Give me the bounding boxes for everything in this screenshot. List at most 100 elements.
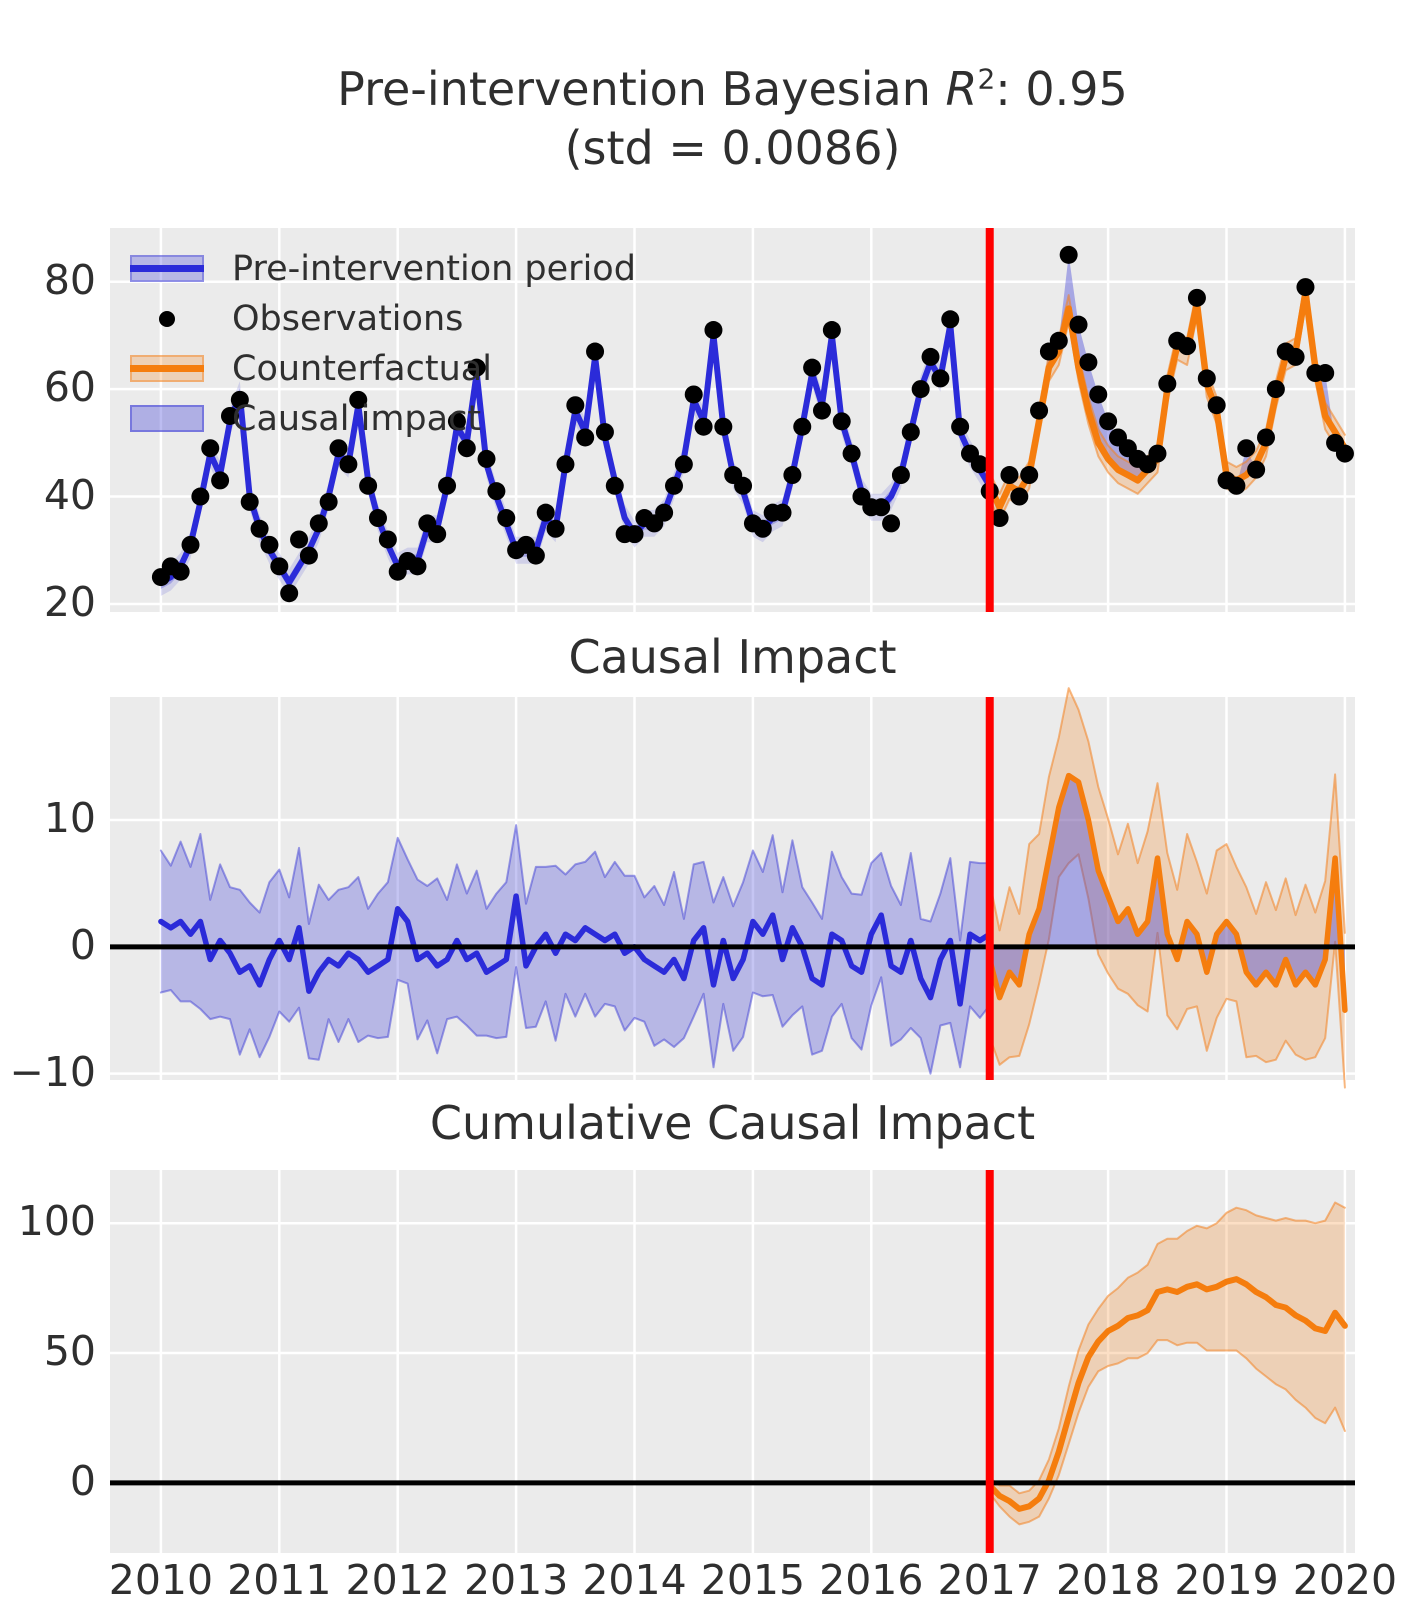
causal-impact-panel-title: Causal Impact bbox=[568, 630, 897, 684]
observation-dot bbox=[1148, 444, 1167, 463]
observation-dot bbox=[812, 401, 831, 420]
y-tick-label: 80 bbox=[43, 255, 96, 304]
observation-dot bbox=[299, 546, 318, 565]
cumulative-causal-impact-panel-title: Cumulative Causal Impact bbox=[429, 1096, 1036, 1150]
figure-title-r-symbol: R bbox=[945, 62, 978, 116]
x-tick-label: 2019 bbox=[1174, 1556, 1279, 1604]
x-tick-label: 2015 bbox=[700, 1556, 806, 1604]
observation-dot bbox=[1030, 401, 1049, 420]
observation-dot bbox=[990, 509, 1009, 528]
y-tick-label: 0 bbox=[69, 920, 96, 969]
observation-dot bbox=[467, 358, 486, 377]
observation-dot bbox=[734, 476, 753, 495]
observation-dot bbox=[250, 519, 269, 538]
observation-dot bbox=[457, 439, 476, 458]
legend-label: Observations bbox=[232, 298, 464, 339]
observation-dot bbox=[1079, 353, 1098, 372]
impact-hdi-edge-pre bbox=[159, 966, 991, 1075]
observation-dot bbox=[793, 417, 812, 436]
cumulative-hdi-band bbox=[989, 1202, 1345, 1525]
blue-fill-swatch-icon bbox=[130, 405, 204, 432]
observation-dot bbox=[625, 525, 644, 544]
observation-dot bbox=[901, 423, 920, 442]
legend-item-observations: Observations bbox=[130, 298, 636, 339]
observation-dot bbox=[605, 476, 624, 495]
observation-dot bbox=[1335, 444, 1354, 463]
causal-impact-zero-fill bbox=[989, 775, 1345, 1011]
impact-hdi-edge-post bbox=[988, 687, 1346, 934]
y-tick-label: 10 bbox=[43, 794, 96, 843]
observation-dot bbox=[664, 476, 683, 495]
observation-dot bbox=[220, 406, 239, 425]
observation-dot bbox=[497, 509, 516, 528]
observation-dot bbox=[773, 503, 792, 522]
blue-band-line-swatch-icon bbox=[130, 255, 204, 282]
observation-dot bbox=[1207, 396, 1226, 415]
observation-dot bbox=[1059, 245, 1078, 264]
x-tick-label: 2017 bbox=[937, 1556, 1042, 1604]
observation-dot bbox=[329, 439, 348, 458]
x-tick-label: 2014 bbox=[582, 1556, 687, 1604]
observation-dot bbox=[309, 514, 328, 533]
legend-label: Counterfactual bbox=[232, 348, 492, 389]
observation-dot bbox=[1187, 288, 1206, 307]
observation-dot bbox=[546, 519, 565, 538]
observation-dot bbox=[290, 530, 309, 549]
observation-dot bbox=[171, 562, 190, 581]
cumulative-mean-line bbox=[986, 1276, 1348, 1512]
observation-dot bbox=[1316, 364, 1335, 383]
observation-dot bbox=[941, 310, 960, 329]
y-tick-label: 60 bbox=[43, 363, 96, 412]
observation-dot bbox=[477, 449, 496, 468]
observation-dot bbox=[526, 546, 545, 565]
observation-dot bbox=[1049, 331, 1068, 350]
observation-dot bbox=[803, 358, 822, 377]
observation-dot bbox=[1237, 439, 1256, 458]
observation-dot bbox=[714, 417, 733, 436]
plot-background bbox=[110, 1170, 1355, 1553]
observation-dot bbox=[319, 492, 338, 511]
observation-dot bbox=[586, 342, 605, 361]
observation-dot bbox=[931, 369, 950, 388]
observation-dot bbox=[822, 321, 841, 340]
observation-dot bbox=[438, 476, 457, 495]
observation-dot bbox=[1089, 385, 1108, 404]
observation-dot bbox=[951, 417, 970, 436]
observation-dot bbox=[211, 471, 230, 490]
figure-subtitle: (std = 0.0086) bbox=[564, 121, 901, 175]
impact-line-pre bbox=[158, 893, 993, 1007]
observation-dot bbox=[1158, 374, 1177, 393]
legend-item-counterfactual: Counterfactual bbox=[130, 348, 636, 389]
observation-dot bbox=[891, 466, 910, 485]
legend-label: Pre-intervention period bbox=[232, 248, 636, 289]
x-tick-label: 2020 bbox=[1292, 1556, 1398, 1604]
observation-dot bbox=[1099, 412, 1118, 431]
legend-item-causal-impact: Causal impact bbox=[130, 399, 636, 439]
observation-dot bbox=[694, 417, 713, 436]
observation-dot bbox=[359, 476, 378, 495]
y-tick-label: 40 bbox=[43, 470, 96, 519]
pre-intervention-outer-band bbox=[160, 311, 990, 596]
observation-dot bbox=[536, 503, 555, 522]
y-tick-label: 50 bbox=[43, 1327, 96, 1376]
observation-dot bbox=[556, 455, 575, 474]
observation-dot bbox=[674, 455, 693, 474]
observation-dot bbox=[832, 412, 851, 431]
cumulative-hdi-edge bbox=[988, 1201, 1346, 1495]
observation-dot bbox=[240, 492, 259, 511]
observation-dot bbox=[230, 390, 249, 409]
observation-dot bbox=[191, 487, 210, 506]
observation-dot bbox=[1296, 278, 1315, 297]
observation-dot bbox=[181, 535, 200, 554]
legend-item-pre-intervention: Pre-intervention period bbox=[130, 248, 636, 289]
observation-dot bbox=[201, 439, 220, 458]
x-tick-label: 2013 bbox=[463, 1556, 569, 1604]
observation-dot bbox=[684, 385, 703, 404]
observation-dot bbox=[368, 509, 387, 528]
observation-dot bbox=[1069, 315, 1088, 334]
observation-dot bbox=[783, 466, 802, 485]
impact-line-post bbox=[986, 772, 1348, 1013]
observation-dot bbox=[270, 557, 289, 576]
observation-dot bbox=[408, 557, 427, 576]
